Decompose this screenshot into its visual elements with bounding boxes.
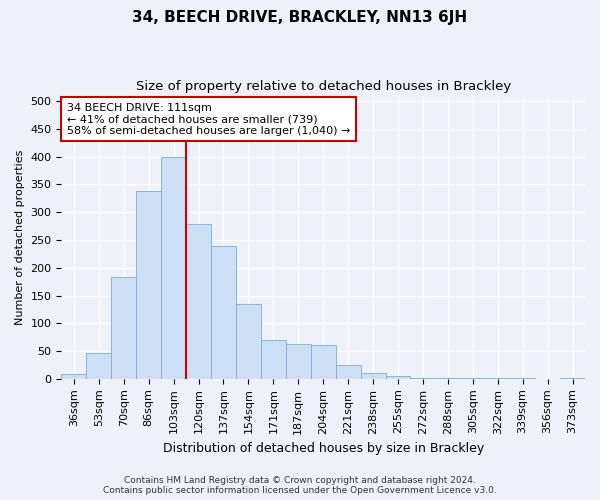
Bar [111,277,136,379]
Bar [61,374,86,379]
Bar [436,378,460,379]
Bar [510,378,535,379]
Bar [186,224,211,379]
Bar [560,378,585,379]
Text: 34 BEECH DRIVE: 111sqm
← 41% of detached houses are smaller (739)
58% of semi-de: 34 BEECH DRIVE: 111sqm ← 41% of detached… [67,102,350,136]
Bar [485,378,510,379]
Bar [136,191,161,379]
Bar [286,344,311,379]
X-axis label: Distribution of detached houses by size in Brackley: Distribution of detached houses by size … [163,442,484,455]
Bar [211,246,236,379]
Text: Contains HM Land Registry data © Crown copyright and database right 2024.
Contai: Contains HM Land Registry data © Crown c… [103,476,497,495]
Bar [386,376,410,379]
Bar [161,156,186,379]
Bar [335,365,361,379]
Y-axis label: Number of detached properties: Number of detached properties [15,150,25,325]
Bar [86,354,111,379]
Bar [311,346,335,379]
Bar [236,304,261,379]
Bar [460,378,485,379]
Bar [361,374,386,379]
Title: Size of property relative to detached houses in Brackley: Size of property relative to detached ho… [136,80,511,93]
Text: 34, BEECH DRIVE, BRACKLEY, NN13 6JH: 34, BEECH DRIVE, BRACKLEY, NN13 6JH [133,10,467,25]
Bar [410,378,436,379]
Bar [261,340,286,379]
